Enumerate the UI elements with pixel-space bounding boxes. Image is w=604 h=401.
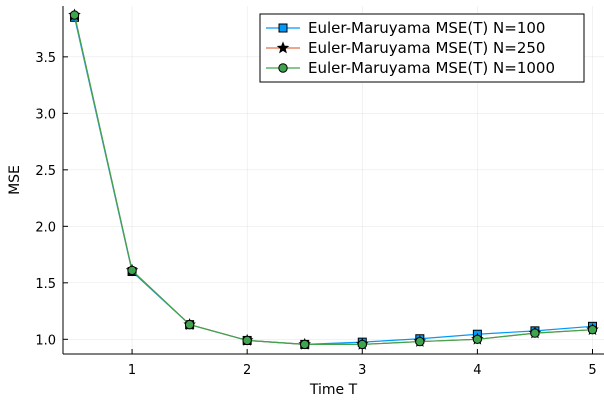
y-tick-label: 1.5 bbox=[35, 277, 56, 292]
y-axis-ticks: 1.0 1.5 2.0 2.5 3.0 3.5 bbox=[35, 51, 68, 348]
data-point bbox=[415, 336, 425, 347]
axes bbox=[62, 6, 604, 355]
data-point bbox=[300, 339, 310, 350]
legend-label: Euler-Maruyama MSE(T) N=100 bbox=[308, 19, 545, 37]
legend-box bbox=[259, 13, 585, 83]
x-tick-label: 3 bbox=[358, 363, 366, 378]
x-axis-ticks: 1 2 3 4 5 bbox=[128, 349, 597, 378]
x-tick-label: 2 bbox=[243, 363, 251, 378]
legend: Euler-Maruyama MSE(T) N=100 Euler-Maruyam… bbox=[259, 13, 585, 83]
y-tick-label: 1.0 bbox=[35, 333, 56, 348]
data-point bbox=[127, 265, 137, 276]
x-axis-label: Time T bbox=[309, 382, 358, 398]
legend-item: Euler-Maruyama MSE(T) N=100 bbox=[266, 19, 545, 37]
data-point bbox=[472, 334, 483, 345]
legend-item: Euler-Maruyama MSE(T) N=1000 bbox=[266, 59, 555, 77]
data-point bbox=[242, 335, 252, 346]
series-line bbox=[73, 14, 593, 345]
x-tick-label: 4 bbox=[473, 363, 481, 378]
y-tick-label: 3.0 bbox=[35, 107, 56, 122]
legend-marker bbox=[278, 63, 288, 73]
y-tick-label: 3.5 bbox=[35, 51, 56, 66]
legend-marker bbox=[276, 41, 290, 54]
series-3 bbox=[69, 10, 598, 350]
x-tick-label: 1 bbox=[128, 363, 136, 378]
data-point bbox=[530, 328, 540, 338]
legend-label: Euler-Maruyama MSE(T) N=1000 bbox=[308, 59, 555, 77]
data-point bbox=[69, 10, 80, 20]
legend-marker bbox=[278, 23, 288, 33]
x-tick-label: 5 bbox=[588, 363, 596, 378]
y-tick-label: 2.5 bbox=[35, 164, 56, 179]
data-point bbox=[357, 339, 367, 350]
legend-item: Euler-Maruyama MSE(T) N=250 bbox=[266, 39, 545, 57]
y-tick-label: 2.0 bbox=[35, 220, 56, 235]
legend-label: Euler-Maruyama MSE(T) N=250 bbox=[308, 39, 545, 57]
data-point bbox=[184, 319, 195, 330]
data-point bbox=[587, 325, 598, 335]
plot-area bbox=[68, 8, 599, 350]
y-axis-label: MSE bbox=[7, 165, 23, 195]
